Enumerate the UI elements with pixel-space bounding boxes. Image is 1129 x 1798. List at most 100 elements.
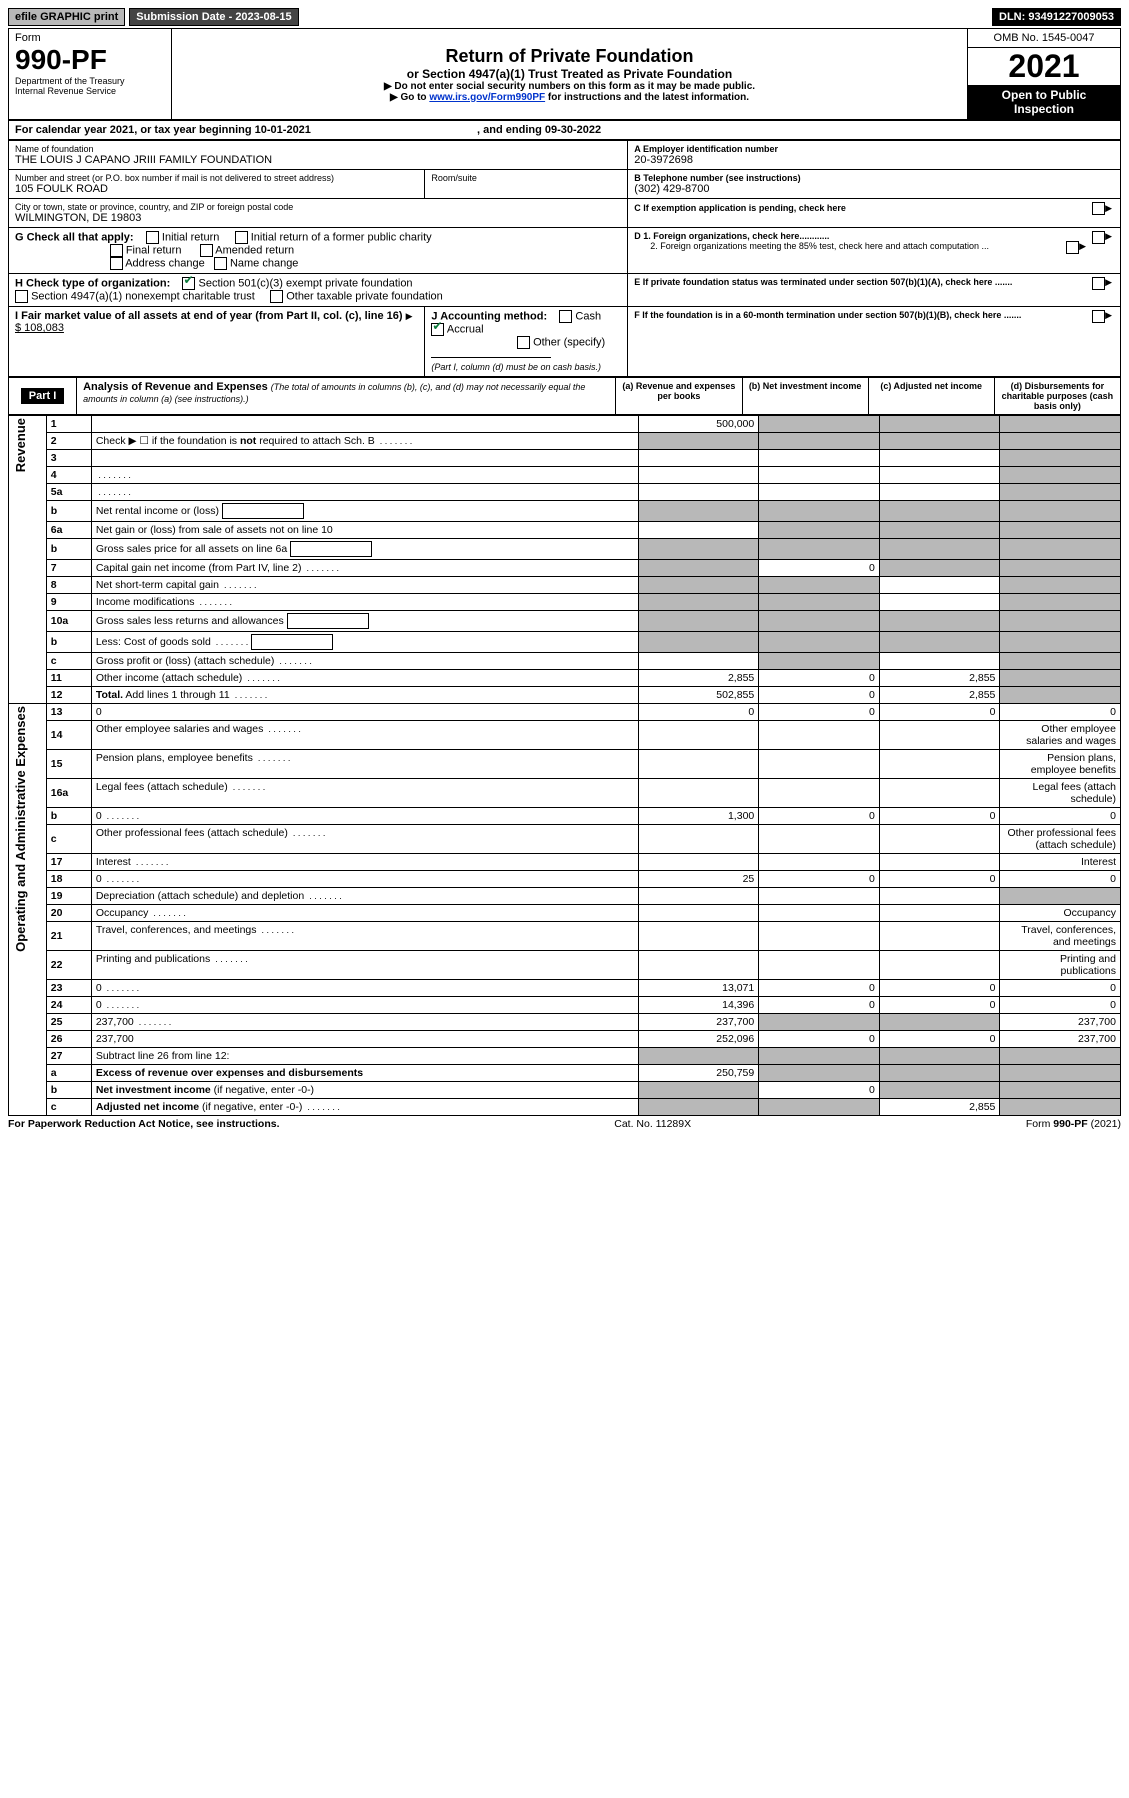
top-bar: efile GRAPHIC print Submission Date - 20… bbox=[8, 8, 1121, 26]
d2-label: 2. Foreign organizations meeting the 85%… bbox=[634, 241, 1114, 251]
table-row: 19Depreciation (attach schedule) and dep… bbox=[9, 888, 1121, 905]
header-note-2: ▶ Go to www.irs.gov/Form990PF for instru… bbox=[178, 92, 961, 103]
form-title: Return of Private Foundation bbox=[178, 46, 961, 67]
table-row: 240 . . . . . . .14,396000 bbox=[9, 997, 1121, 1014]
g-initial-checkbox[interactable] bbox=[146, 231, 159, 244]
col-c-header: (c) Adjusted net income bbox=[868, 378, 994, 415]
table-row: 26237,700252,09600237,700 bbox=[9, 1031, 1121, 1048]
part1-title: Analysis of Revenue and Expenses bbox=[83, 381, 268, 393]
d2-checkbox[interactable] bbox=[1066, 241, 1079, 254]
irs-link[interactable]: www.irs.gov/Form990PF bbox=[429, 92, 545, 103]
table-row: bNet investment income (if negative, ent… bbox=[9, 1082, 1121, 1099]
col-b-header: (b) Net investment income bbox=[742, 378, 868, 415]
table-row: b0 . . . . . . .1,300000 bbox=[9, 808, 1121, 825]
street-value: 105 FOULK ROAD bbox=[15, 183, 418, 195]
g-label: G Check all that apply: bbox=[15, 231, 134, 243]
foundation-name: THE LOUIS J CAPANO JRIII FAMILY FOUNDATI… bbox=[15, 154, 621, 166]
calendar-year-line: For calendar year 2021, or tax year begi… bbox=[9, 121, 1121, 140]
g-final-checkbox[interactable] bbox=[110, 244, 123, 257]
ein-value: 20-3972698 bbox=[634, 154, 1114, 166]
f-label: F If the foundation is in a 60-month ter… bbox=[634, 310, 1021, 320]
g-initial-former-checkbox[interactable] bbox=[235, 231, 248, 244]
submission-date: Submission Date - 2023-08-15 bbox=[129, 8, 298, 26]
part1-header: Part I Analysis of Revenue and Expenses … bbox=[8, 377, 1121, 415]
footer-right: Form 990-PF (2021) bbox=[1026, 1118, 1121, 1130]
dln-label: DLN: 93491227009053 bbox=[992, 8, 1121, 26]
d1-checkbox[interactable] bbox=[1092, 231, 1105, 244]
i-label: I Fair market value of all assets at end… bbox=[15, 310, 403, 322]
room-label: Room/suite bbox=[431, 173, 621, 183]
table-row: cOther professional fees (attach schedul… bbox=[9, 825, 1121, 854]
j-cash-checkbox[interactable] bbox=[559, 310, 572, 323]
efile-label: efile GRAPHIC print bbox=[8, 8, 125, 26]
entity-block: Name of foundation THE LOUIS J CAPANO JR… bbox=[8, 140, 1121, 377]
page-footer: For Paperwork Reduction Act Notice, see … bbox=[8, 1118, 1121, 1130]
table-row: 2Check ▶ ☐ if the foundation is not requ… bbox=[9, 433, 1121, 450]
form-word: Form bbox=[15, 32, 165, 44]
c-label: C If exemption application is pending, c… bbox=[634, 203, 846, 213]
table-row: 11Other income (attach schedule) . . . .… bbox=[9, 670, 1121, 687]
table-row: 21Travel, conferences, and meetings . . … bbox=[9, 922, 1121, 951]
table-row: 5a . . . . . . . bbox=[9, 484, 1121, 501]
table-row: 14Other employee salaries and wages . . … bbox=[9, 721, 1121, 750]
h-other-checkbox[interactable] bbox=[270, 290, 283, 303]
name-label: Name of foundation bbox=[15, 144, 621, 154]
part1-grid: Revenue1500,0002Check ▶ ☐ if the foundat… bbox=[8, 415, 1121, 1116]
expenses-side-label: Operating and Administrative Expenses bbox=[13, 706, 28, 952]
table-row: Revenue1500,000 bbox=[9, 416, 1121, 433]
table-row: 9Income modifications . . . . . . . bbox=[9, 594, 1121, 611]
dept-1: Department of the Treasury bbox=[15, 76, 165, 86]
revenue-side-label: Revenue bbox=[13, 418, 28, 472]
part1-label: Part I bbox=[21, 388, 65, 404]
table-row: cGross profit or (loss) (attach schedule… bbox=[9, 653, 1121, 670]
col-d-header: (d) Disbursements for charitable purpose… bbox=[994, 378, 1120, 415]
footer-left: For Paperwork Reduction Act Notice, see … bbox=[8, 1118, 280, 1130]
j-other-checkbox[interactable] bbox=[517, 336, 530, 349]
dept-2: Internal Revenue Service bbox=[15, 86, 165, 96]
table-row: 15Pension plans, employee benefits . . .… bbox=[9, 750, 1121, 779]
table-row: 10aGross sales less returns and allowanc… bbox=[9, 611, 1121, 632]
c-checkbox[interactable] bbox=[1092, 202, 1105, 215]
j-accrual-checkbox[interactable] bbox=[431, 323, 444, 336]
table-row: 20Occupancy . . . . . . .Occupancy bbox=[9, 905, 1121, 922]
h-501c3-checkbox[interactable] bbox=[182, 277, 195, 290]
header-note-1: ▶ Do not enter social security numbers o… bbox=[178, 81, 961, 92]
e-checkbox[interactable] bbox=[1092, 277, 1105, 290]
footer-mid: Cat. No. 11289X bbox=[614, 1118, 691, 1130]
table-row: Operating and Administrative Expenses130… bbox=[9, 704, 1121, 721]
g-name-checkbox[interactable] bbox=[214, 257, 227, 270]
table-row: bLess: Cost of goods sold . . . . . . . bbox=[9, 632, 1121, 653]
h-4947-checkbox[interactable] bbox=[15, 290, 28, 303]
g-address-checkbox[interactable] bbox=[110, 257, 123, 270]
open-inspection: Open to Public Inspection bbox=[968, 85, 1120, 119]
j-label: J Accounting method: bbox=[431, 310, 547, 322]
col-a-header: (a) Revenue and expenses per books bbox=[616, 378, 742, 415]
d1-label: D 1. Foreign organizations, check here..… bbox=[634, 231, 1114, 241]
table-row: cAdjusted net income (if negative, enter… bbox=[9, 1099, 1121, 1116]
city-label: City or town, state or province, country… bbox=[15, 202, 621, 212]
table-row: 230 . . . . . . .13,071000 bbox=[9, 980, 1121, 997]
table-row: bGross sales price for all assets on lin… bbox=[9, 539, 1121, 560]
phone-value: (302) 429-8700 bbox=[634, 183, 1114, 195]
g-amended-checkbox[interactable] bbox=[200, 244, 213, 257]
table-row: 12Total. Add lines 1 through 11 . . . . … bbox=[9, 687, 1121, 704]
street-label: Number and street (or P.O. box number if… bbox=[15, 173, 418, 183]
form-number: 990-PF bbox=[15, 44, 165, 76]
city-value: WILMINGTON, DE 19803 bbox=[15, 212, 621, 224]
table-row: bNet rental income or (loss) bbox=[9, 501, 1121, 522]
table-row: 16aLegal fees (attach schedule) . . . . … bbox=[9, 779, 1121, 808]
table-row: 8Net short-term capital gain . . . . . .… bbox=[9, 577, 1121, 594]
table-row: 6aNet gain or (loss) from sale of assets… bbox=[9, 522, 1121, 539]
form-header: Form 990-PF Department of the Treasury I… bbox=[8, 28, 1121, 120]
f-checkbox[interactable] bbox=[1092, 310, 1105, 323]
table-row: 7Capital gain net income (from Part IV, … bbox=[9, 560, 1121, 577]
e-label: E If private foundation status was termi… bbox=[634, 277, 1012, 287]
table-row: 17Interest . . . . . . .Interest bbox=[9, 854, 1121, 871]
table-row: 4 . . . . . . . bbox=[9, 467, 1121, 484]
table-row: 3 bbox=[9, 450, 1121, 467]
ein-label: A Employer identification number bbox=[634, 144, 1114, 154]
h-label: H Check type of organization: bbox=[15, 277, 170, 289]
phone-label: B Telephone number (see instructions) bbox=[634, 173, 1114, 183]
table-row: 25237,700 . . . . . . .237,700237,700 bbox=[9, 1014, 1121, 1031]
table-row: 22Printing and publications . . . . . . … bbox=[9, 951, 1121, 980]
